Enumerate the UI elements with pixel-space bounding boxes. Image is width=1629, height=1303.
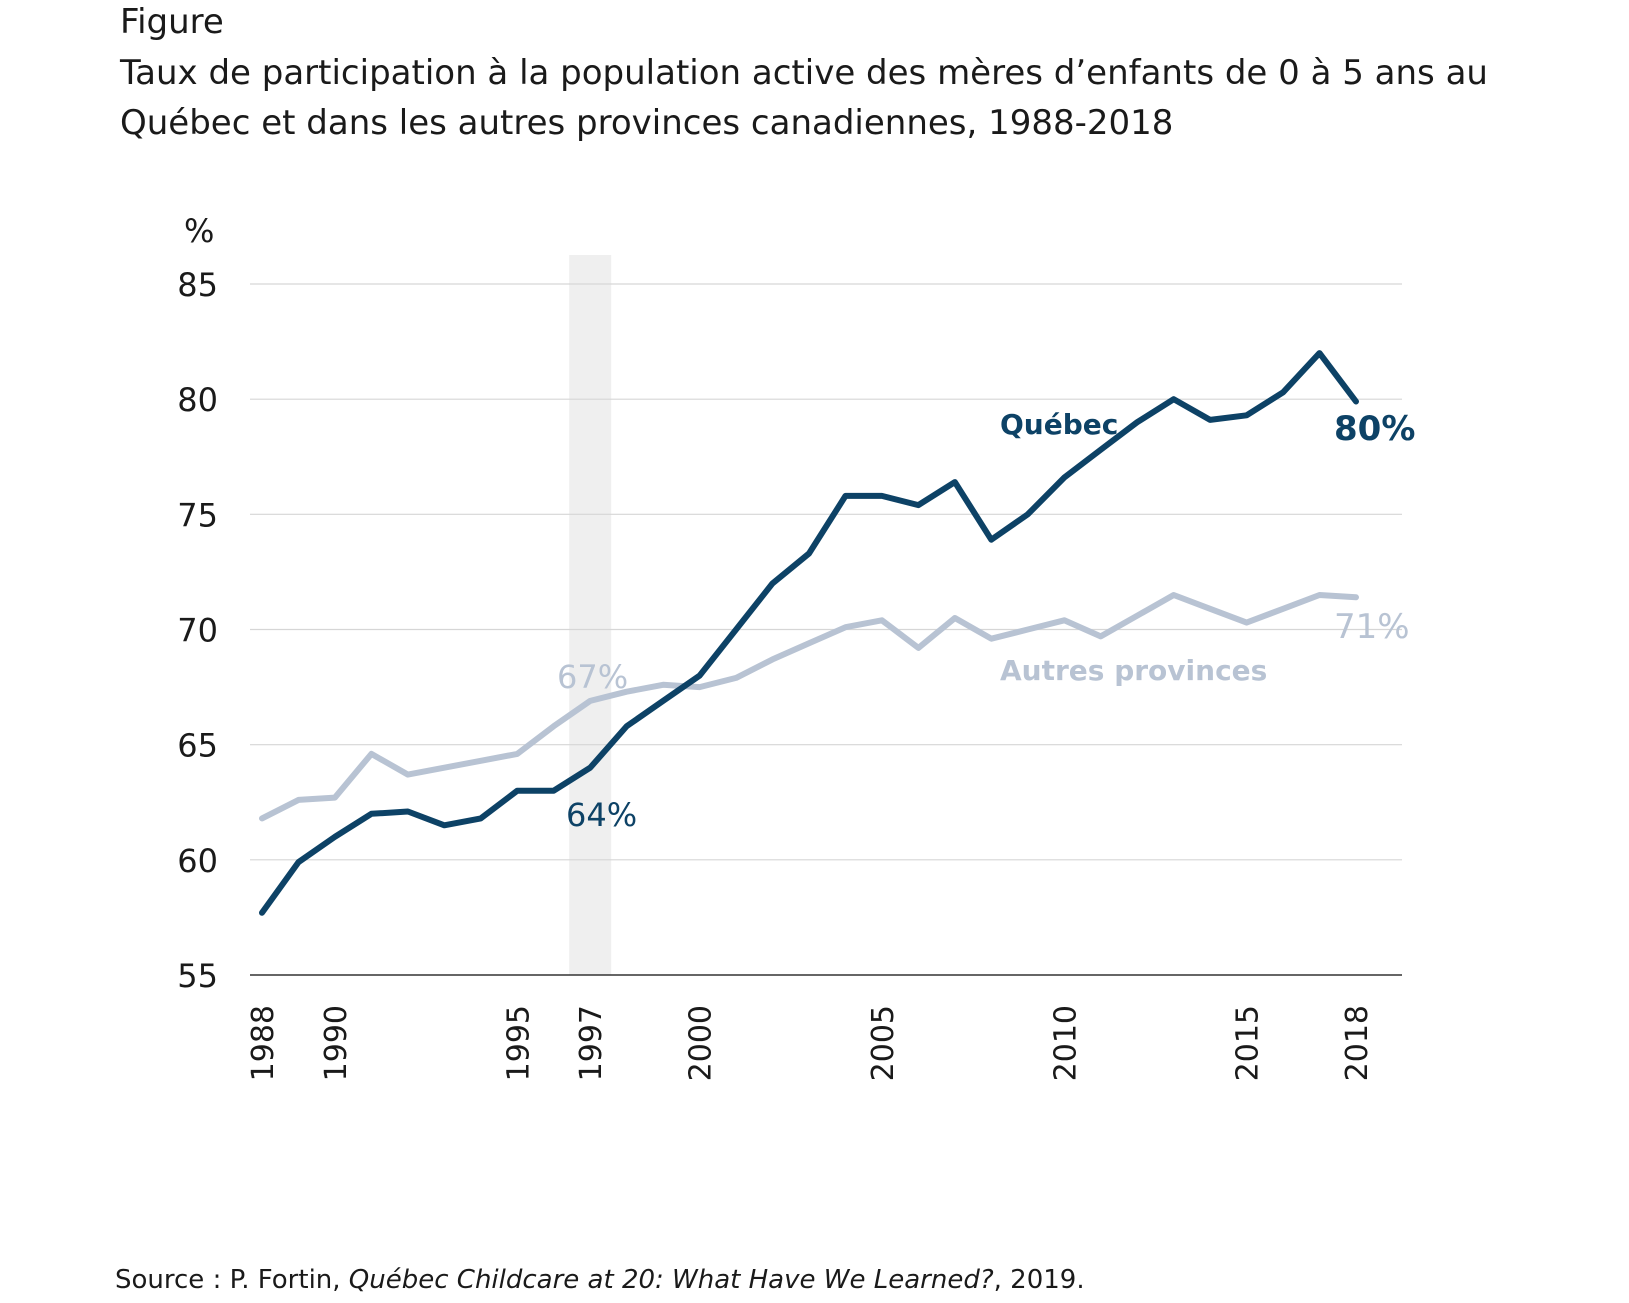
x-tick-1988: 1988	[246, 1005, 281, 1081]
source-note: Source : P. Fortin, Québec Childcare at …	[115, 1265, 1085, 1295]
y-tick-75: 75	[177, 496, 218, 534]
series-labels: Québec 80% 64% Autres provinces 71% 67%	[557, 408, 1415, 834]
y-tick-65: 65	[177, 727, 218, 765]
series-lines	[259, 350, 1359, 916]
x-tick-2015: 2015	[1231, 1005, 1266, 1081]
series-label-quebec: Québec	[1000, 408, 1118, 441]
x-tick-2018: 2018	[1340, 1005, 1375, 1081]
data-label-quebec-1997: 64%	[566, 796, 637, 834]
y-axis-unit-label: %	[184, 212, 215, 250]
y-tick-80: 80	[177, 381, 218, 419]
source-work-title: Québec Childcare at 20: What Have We Lea…	[348, 1265, 994, 1295]
y-gridlines	[250, 283, 1402, 976]
data-label-autres-2018: 71%	[1334, 607, 1410, 647]
x-tick-labels: 1988 1990 1995 1997 2000 2005 2010 2015 2018	[246, 1005, 1375, 1081]
highlight-band-1997	[569, 255, 612, 975]
chart-title: Taux de participation à la population ac…	[120, 53, 1488, 143]
x-tick-1990: 1990	[319, 1005, 354, 1081]
x-tick-2010: 2010	[1048, 1005, 1083, 1081]
series-label-autres-provinces: Autres provinces	[1000, 654, 1267, 687]
figure-label: Figure	[120, 2, 224, 42]
data-label-quebec-2018: 80%	[1334, 409, 1415, 449]
x-tick-2000: 2000	[684, 1005, 719, 1081]
x-tick-1995: 1995	[501, 1005, 536, 1081]
y-tick-85: 85	[177, 266, 218, 304]
y-tick-60: 60	[177, 842, 218, 880]
x-tick-2005: 2005	[866, 1005, 901, 1081]
source-suffix: , 2019.	[993, 1265, 1085, 1295]
source-prefix: Source : P. Fortin,	[115, 1265, 349, 1295]
series-line-quebec	[259, 350, 1359, 916]
data-label-autres-1997: 67%	[557, 658, 628, 696]
series-line-autres	[259, 592, 1359, 822]
x-tick-1997: 1997	[574, 1005, 609, 1081]
y-tick-labels: 55 60 65 70 75 80 85	[177, 266, 218, 995]
y-tick-55: 55	[177, 957, 218, 995]
y-tick-70: 70	[177, 612, 218, 650]
